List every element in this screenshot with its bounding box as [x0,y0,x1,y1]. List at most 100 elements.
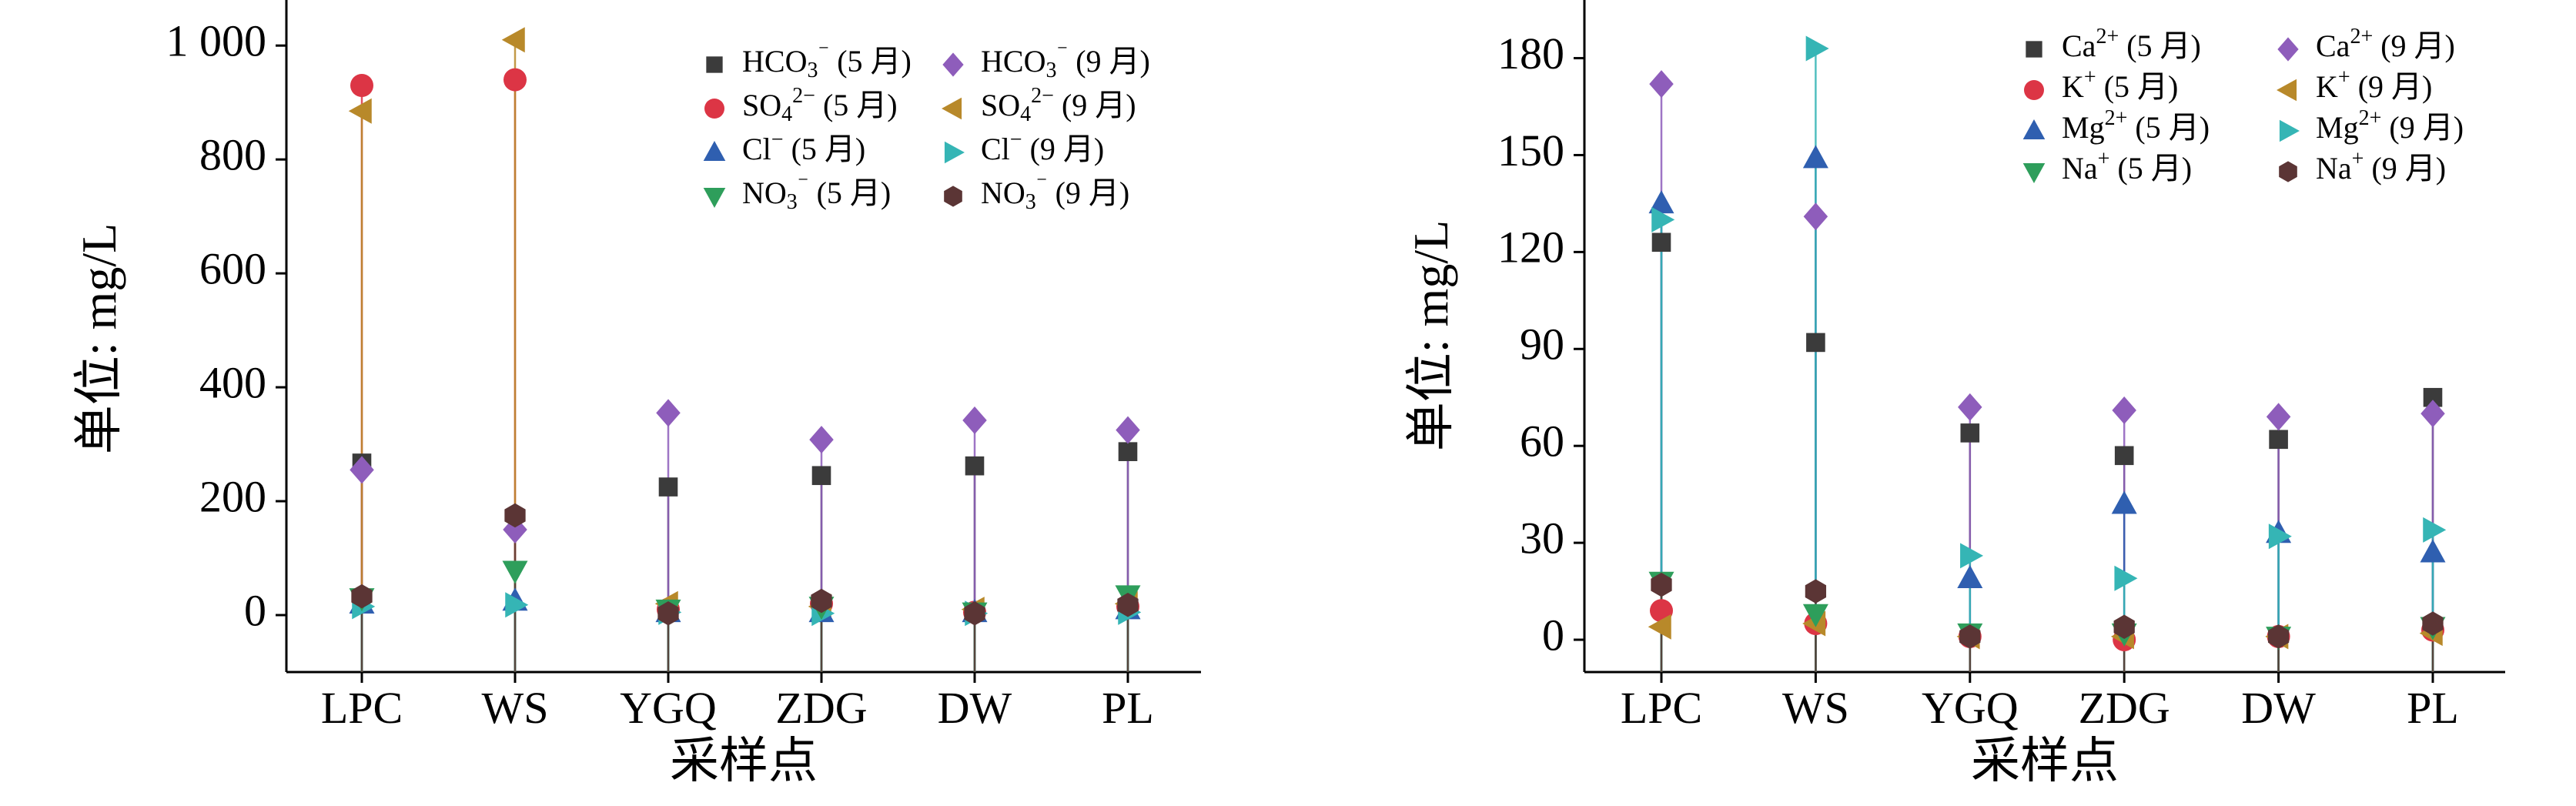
y-tick-label: 120 [1497,222,1564,273]
chart-panel-2: 0 30 60 90 120 150 180 LPC WS YGQ ZDG DW PL 采样点 单位: mg… [1403,0,2505,788]
data-point [1651,206,1675,232]
data-point [2267,624,2290,649]
legend-marker [703,141,726,162]
legend-label: Na+ (5 月) [2062,147,2192,186]
legend: Ca2+ (5 月) Ca2+ (9 月)K+ (5 月) K+ (9 月)Mg2+… [2022,25,2464,186]
y-tick-label: 60 [1520,416,1564,467]
legend-label: Ca2+ (5 月) [2062,25,2201,63]
legend-label: HCO3⁻ (5 月) [742,40,912,82]
legend-marker [2277,37,2299,62]
data-point [501,27,525,53]
data-point [965,456,985,476]
y-tick-label: 800 [199,129,266,179]
legend-label: Cl− (5 月) [742,128,865,166]
data-point [1651,572,1672,597]
x-tick-label: DW [938,683,1012,733]
data-point [1960,543,1984,569]
data-point [656,399,681,427]
data-point [657,601,679,626]
data-markers [1648,35,2447,652]
legend-label: NO3⁻ (5 月) [742,172,891,214]
data-point [2114,565,2138,591]
x-tick-label: PL [2407,683,2459,733]
y-tick-label: 90 [1520,319,1564,370]
legend-marker [706,56,723,73]
data-point [1651,232,1671,253]
y-tick-label: 150 [1497,125,1564,176]
data-point [1649,70,1674,99]
legend-label: Na+ (9 月) [2316,147,2446,186]
legend-marker [2024,80,2044,100]
x-tick-label: WS [482,683,549,733]
data-point [502,560,528,584]
legend-label: HCO3⁻ (9 月) [981,40,1150,82]
x-tick-label: LPC [1621,683,1702,733]
x-tick-label: ZDG [775,683,867,733]
y-tick-label: 0 [1542,610,1564,660]
data-point [2420,400,2445,428]
x-tick-label: ZDG [2079,683,2170,733]
data-point [2423,517,2447,543]
data-point [809,426,834,454]
y-axis-title: 单位: mg/L [1403,220,1458,451]
legend-label: Mg2+ (9 月) [2316,106,2464,145]
legend-label: NO3⁻ (9 月) [981,172,1129,214]
data-point [2111,490,2137,514]
legend-marker [942,97,962,120]
legend-label: K+ (9 月) [2316,65,2432,104]
x-tick-label: YGQ [1922,683,2019,733]
y-tick-label: 180 [1497,28,1564,79]
data-point [1116,416,1140,444]
data-point [503,68,527,92]
x-tick-label: WS [1782,683,1849,733]
data-point [1805,579,1827,604]
legend-marker [2022,162,2046,183]
x-tick-label: DW [2241,683,2316,733]
data-point [2420,539,2446,563]
legend-marker [2279,161,2297,182]
data-point [350,73,373,97]
data-point [2113,614,2135,639]
data-point [350,456,374,484]
legend-label: SO42− (5 月) [742,84,898,126]
data-point [1803,202,1828,231]
x-axis-title: 采样点 [670,734,818,788]
data-point [1648,614,1671,640]
data-point [2266,403,2291,431]
data-point [1802,145,1828,169]
legend-label: K+ (5 月) [2062,65,2178,104]
legend-label: SO42− (9 月) [981,84,1136,126]
data-point [2114,446,2134,466]
data-point [504,503,526,528]
y-tick-label: 200 [199,471,266,521]
data-point [1957,565,1983,589]
y-axis-title: 单位: mg/L [72,223,126,454]
data-point [811,466,831,486]
data-point [1806,333,1825,353]
data-point [1117,592,1139,617]
data-point [2268,523,2292,550]
chart-panel-1: 0 200 400 600 800 1 000 LPC WS YGQ ZDG DW PL 采样点 单位: … [72,0,1201,788]
data-point [351,584,373,609]
x-tick-label: YGQ [620,683,717,733]
x-tick-label: LPC [321,683,403,733]
data-point [811,588,832,614]
legend-marker [2277,79,2297,102]
data-point [964,601,985,626]
data-point [1959,624,1981,649]
data-point [1960,423,1980,443]
legend-marker [2026,41,2042,58]
x-axis-title: 采样点 [1971,734,2119,788]
data-markers [348,27,1142,627]
data-point [505,592,529,618]
legend-label: Mg2+ (5 月) [2062,106,2210,145]
data-point [658,477,678,497]
y-tick-label: 400 [199,357,266,407]
data-point [348,98,372,124]
y-tick-label: 30 [1520,513,1564,563]
legend-marker [944,141,965,164]
legend-label: Ca2+ (9 月) [2316,25,2455,63]
data-point [1802,604,1828,627]
data-point [1805,35,1829,62]
data-point [2269,430,2288,450]
